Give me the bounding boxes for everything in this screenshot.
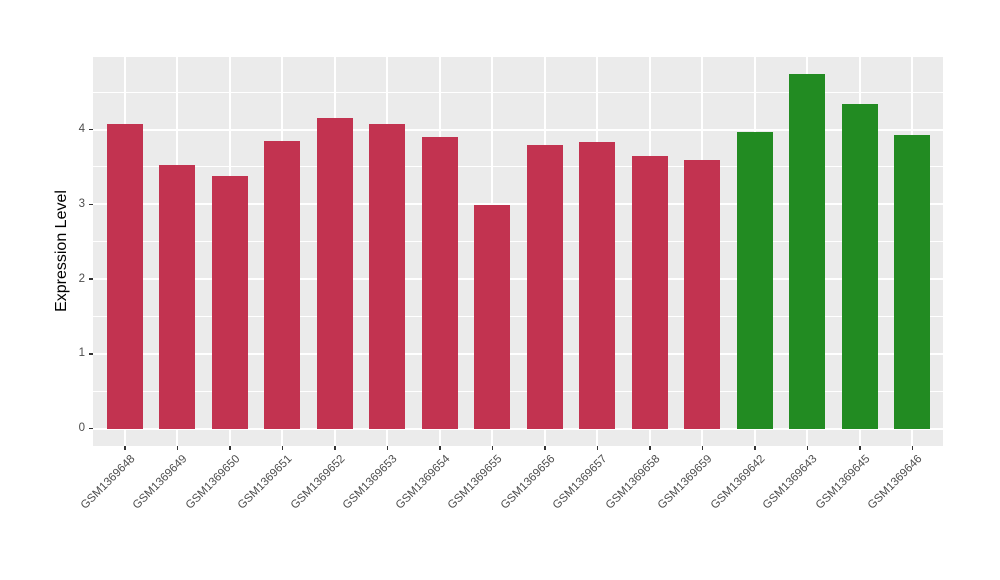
y-tick-mark (89, 427, 93, 430)
gridline-horizontal-minor (93, 316, 943, 317)
bar-GSM1369643 (789, 74, 826, 429)
x-tick-mark (386, 446, 389, 450)
bar-GSM1369652 (316, 117, 353, 429)
x-tick-label: GSM1369653 (341, 453, 400, 512)
bar-GSM1369655 (474, 205, 511, 429)
y-tick-label: 0 (78, 422, 85, 435)
gridline-horizontal-major (93, 278, 943, 281)
x-tick-label: GSM1369658 (603, 453, 663, 512)
x-tick-label: GSM1369642 (708, 453, 768, 512)
bar-GSM1369656 (526, 145, 563, 429)
x-tick-label: GSM1369652 (288, 453, 348, 512)
x-tick-mark (176, 446, 179, 450)
y-tick-mark (89, 128, 93, 131)
x-tick-label: GSM1369645 (813, 453, 873, 512)
x-tick-label: GSM1369646 (866, 453, 925, 512)
x-tick-label: GSM1369643 (761, 453, 820, 512)
x-tick-mark (491, 446, 494, 450)
y-tick-label: 2 (78, 272, 85, 285)
bar-GSM1369657 (579, 142, 616, 429)
x-tick-mark (229, 446, 231, 450)
x-tick-label: GSM1369649 (131, 453, 190, 512)
x-tick-mark (124, 446, 126, 450)
x-tick-mark (544, 446, 546, 450)
x-tick-label: GSM1369659 (656, 453, 715, 512)
bar-GSM1369649 (159, 165, 196, 429)
gridline-horizontal-major (93, 203, 943, 206)
bar-GSM1369642 (736, 131, 773, 429)
x-tick-mark (701, 446, 704, 450)
bar-GSM1369645 (841, 104, 878, 429)
gridline-horizontal-major (93, 427, 943, 430)
gridline-horizontal-minor (93, 390, 943, 392)
y-tick-mark (89, 353, 93, 355)
gridline-horizontal-minor (93, 241, 943, 243)
gridline-horizontal-minor (93, 91, 943, 93)
x-tick-mark (281, 446, 284, 450)
bar-GSM1369658 (631, 155, 668, 429)
bar-GSM1369654 (421, 136, 458, 429)
bar-GSM1369651 (264, 141, 301, 429)
y-tick-label: 4 (78, 123, 85, 135)
y-tick-label: 1 (78, 347, 85, 360)
bar-GSM1369659 (684, 160, 721, 429)
gridline-horizontal-minor (93, 166, 943, 168)
x-tick-label: GSM1369656 (498, 453, 558, 512)
y-tick-mark (89, 278, 93, 280)
x-tick-mark (596, 446, 599, 450)
bar-GSM1369646 (894, 134, 931, 429)
plot-panel (93, 57, 943, 446)
x-tick-label: GSM1369655 (446, 453, 505, 512)
x-tick-label: GSM1369654 (393, 453, 453, 512)
x-tick-mark (754, 446, 756, 450)
x-tick-mark (649, 446, 651, 450)
x-tick-label: GSM1369651 (236, 453, 295, 512)
bar-GSM1369650 (211, 175, 248, 429)
x-tick-mark (439, 446, 441, 450)
bar-GSM1369648 (106, 123, 143, 429)
bar-GSM1369653 (369, 124, 406, 429)
gridline-horizontal-major (93, 352, 943, 355)
x-tick-label: GSM1369650 (183, 453, 243, 512)
gridline-horizontal-major (93, 128, 943, 131)
y-tick-mark (89, 203, 93, 206)
x-tick-mark (806, 446, 809, 450)
x-tick-mark (911, 446, 914, 450)
x-tick-mark (334, 446, 336, 450)
x-tick-label: GSM1369648 (78, 453, 138, 512)
x-tick-mark (859, 446, 861, 450)
x-tick-label: GSM1369657 (551, 453, 610, 512)
y-tick-label: 3 (78, 197, 85, 210)
